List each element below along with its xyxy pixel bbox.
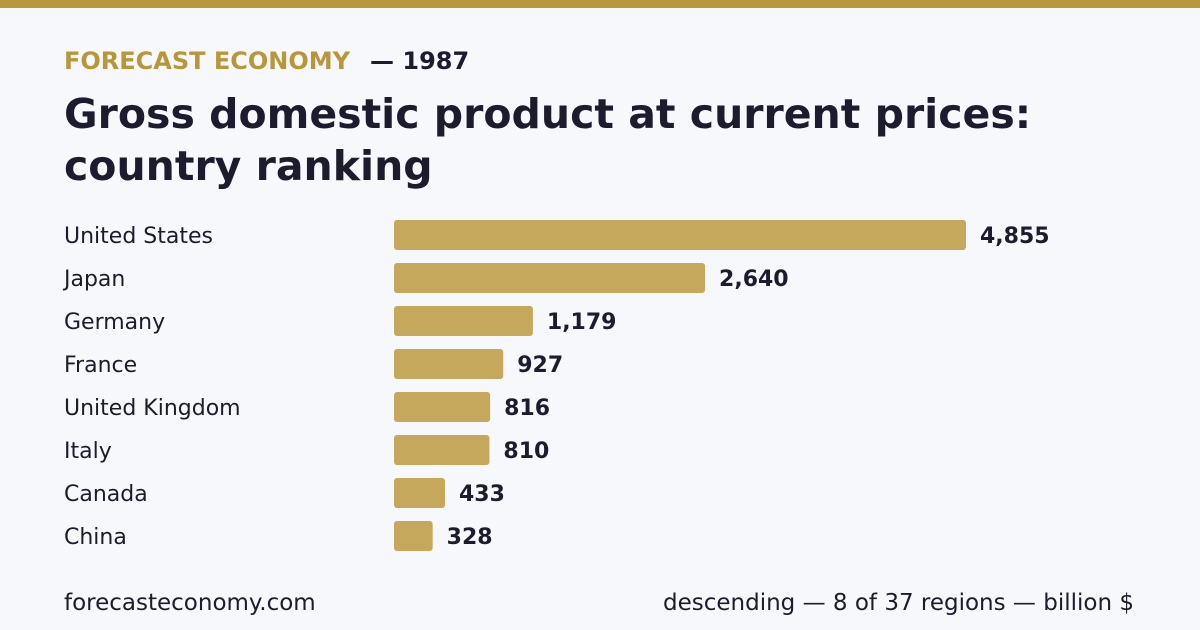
header-kicker: FORECAST ECONOMY — 1987 — [64, 44, 469, 78]
bar — [394, 220, 966, 250]
bar — [394, 521, 433, 551]
value-label: 927 — [517, 353, 563, 378]
bar — [394, 478, 446, 508]
brand-name: FORECAST ECONOMY — [64, 47, 351, 75]
category-label: United Kingdom — [64, 396, 241, 421]
bar — [394, 349, 504, 379]
footer-note: descending — 8 of 37 regions — billion $ — [663, 590, 1134, 616]
bar — [394, 435, 490, 465]
category-label: France — [64, 353, 137, 378]
footer-site: forecasteconomy.com — [64, 590, 316, 616]
category-label: Germany — [64, 310, 165, 335]
year-label: — 1987 — [370, 47, 470, 75]
bar — [394, 306, 533, 336]
top-accent-rule — [0, 0, 1200, 8]
category-label: Japan — [62, 267, 125, 292]
chart-title: Gross domestic product at current prices… — [64, 90, 1032, 190]
bar — [394, 392, 491, 422]
category-label: Italy — [64, 439, 112, 464]
value-label: 1,179 — [547, 310, 617, 335]
value-label: 4,855 — [980, 224, 1050, 249]
value-label: 433 — [459, 482, 505, 507]
category-label: China — [64, 525, 127, 550]
value-label: 816 — [504, 396, 550, 421]
bar — [394, 263, 706, 293]
value-label: 328 — [447, 525, 493, 550]
value-label: 810 — [503, 439, 549, 464]
category-label: Canada — [64, 482, 148, 507]
category-label: United States — [64, 224, 213, 249]
value-label: 2,640 — [719, 267, 789, 292]
